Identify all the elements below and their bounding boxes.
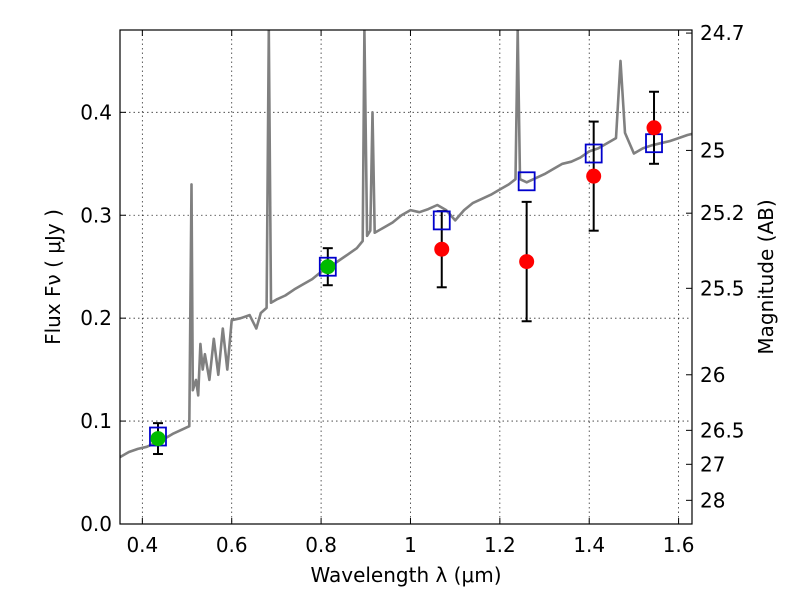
x-tick-label: 0.4 <box>126 533 158 557</box>
y-tick-label: 0.4 <box>80 100 112 124</box>
model-marker <box>432 210 451 231</box>
y-tick-label: 0.3 <box>80 203 112 227</box>
spectrum-line <box>120 30 692 459</box>
x-tick-label: 1.2 <box>484 533 516 557</box>
right-axis-ticks: 24.7 25 25.2 25.5 26 26.5 27 28 <box>686 21 745 512</box>
x-axis-ticks: 0.4 0.6 0.8 1 1.2 1.4 1.6 <box>126 30 695 557</box>
plot-frame <box>119 29 693 525</box>
plot-area <box>120 30 692 459</box>
model-marker <box>584 143 603 164</box>
observed-marker <box>646 120 662 136</box>
right-tick-label: 26 <box>700 363 725 387</box>
right-tick-label: 25.5 <box>700 276 745 300</box>
observed-marker <box>434 241 450 257</box>
y-axis-ticks: 0.0 0.1 0.2 0.3 0.4 <box>80 100 126 536</box>
right-tick-label: 28 <box>700 488 725 512</box>
y-axis-label: Flux Fν ( μJy ) <box>41 209 65 345</box>
model-marker <box>318 256 337 277</box>
right-tick-label: 24.7 <box>700 21 745 45</box>
right-tick-label: 25.2 <box>700 201 745 225</box>
model-marker <box>517 171 536 192</box>
right-tick-label: 27 <box>700 452 725 476</box>
right-tick-label: 26.5 <box>700 418 745 442</box>
right-axis-label: Magnitude (AB) <box>754 199 778 354</box>
observed-marker <box>586 168 602 184</box>
y-tick-label: 0.2 <box>80 306 112 330</box>
x-tick-label: 1 <box>404 533 417 557</box>
x-tick-label: 0.6 <box>216 533 248 557</box>
x-tick-label: 0.8 <box>305 533 337 557</box>
right-tick-label: 25 <box>700 138 725 162</box>
plot-content <box>120 30 692 459</box>
x-tick-label: 1.4 <box>573 533 605 557</box>
grid-lines <box>120 30 692 524</box>
x-tick-label: 1.6 <box>663 533 695 557</box>
y-tick-label: 0.0 <box>80 512 112 536</box>
observed-marker <box>150 431 166 447</box>
x-axis-label: Wavelength λ (μm) <box>310 563 501 587</box>
observed-marker <box>519 254 535 270</box>
y-tick-label: 0.1 <box>80 409 112 433</box>
observed-marker <box>320 259 336 275</box>
